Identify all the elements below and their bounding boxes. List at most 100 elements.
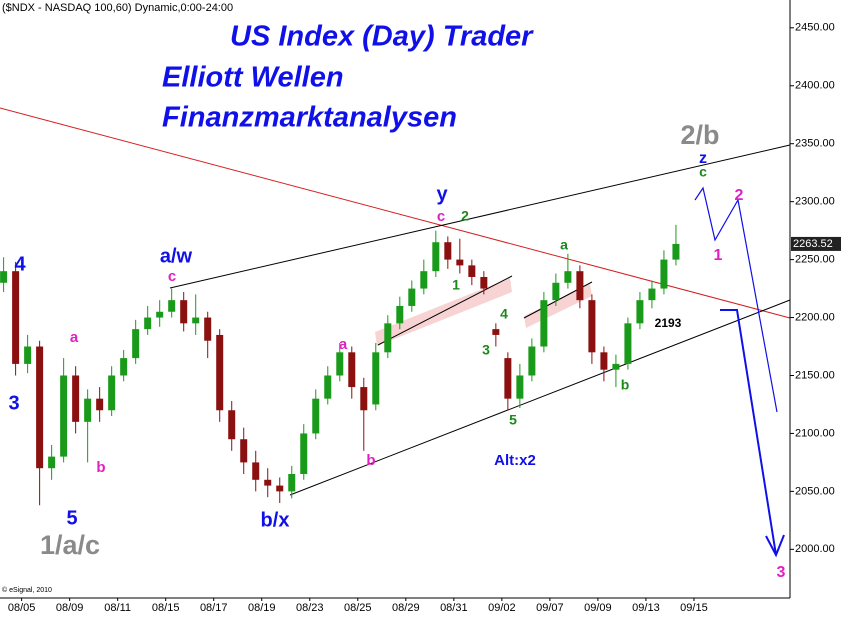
wave-label: 3 — [777, 564, 786, 581]
trend-line — [169, 144, 791, 289]
wave-label: Alt:x2 — [494, 452, 536, 469]
candle-body — [288, 473, 296, 492]
wave-label: c — [168, 268, 176, 285]
wave-label: b — [366, 452, 375, 469]
subtitle: Elliott Wellen — [162, 62, 344, 94]
wave-label: 2/b — [680, 120, 719, 150]
arrow-head — [765, 534, 785, 558]
wave-label: b — [96, 459, 105, 476]
candle-body — [408, 288, 416, 306]
y-tick-label: 2400.00 — [795, 80, 835, 92]
chart-title: US Index (Day) Trader — [230, 21, 534, 53]
y-tick-label: 2050.00 — [795, 485, 835, 497]
candle-body — [528, 346, 536, 376]
wave-label: 2 — [461, 208, 469, 224]
candle-body — [156, 311, 164, 318]
candle-body — [24, 346, 32, 364]
candle-body — [672, 243, 680, 260]
wave-label: 2193 — [655, 316, 682, 330]
last-price-box — [791, 236, 841, 251]
candle-body — [84, 398, 92, 422]
candle-body — [336, 352, 344, 376]
x-tick-label: 08/11 — [104, 602, 131, 614]
candle-body — [480, 276, 488, 289]
x-tick-label: 08/25 — [344, 602, 372, 614]
wave-label: c — [437, 208, 445, 225]
candle-body — [540, 300, 548, 347]
wave-label: a — [560, 237, 568, 253]
projection — [720, 309, 777, 556]
y-tick-label: 2250.00 — [795, 254, 835, 266]
trend-line — [289, 299, 791, 496]
candle-body — [240, 439, 248, 463]
candle-body — [60, 375, 68, 457]
candle-body — [12, 271, 20, 364]
wave-label: 3 — [482, 342, 490, 358]
candle-body — [396, 305, 404, 324]
candle-body — [108, 375, 116, 411]
x-tick-label: 08/05 — [8, 602, 36, 614]
candle-body — [576, 271, 584, 301]
x-tick-label: 09/13 — [632, 602, 660, 614]
candle-body — [600, 352, 608, 370]
candle-body — [120, 358, 128, 376]
candle-body — [300, 433, 308, 474]
candle-body — [96, 398, 104, 411]
x-tick-label: 09/15 — [680, 602, 708, 614]
candle-body — [648, 288, 656, 301]
candle-body — [144, 317, 152, 330]
wave-label: a — [70, 329, 79, 346]
candle-body — [456, 259, 464, 266]
y-tick-label: 2300.00 — [795, 196, 835, 208]
candle-body — [192, 317, 200, 324]
candle-body — [384, 323, 392, 353]
x-tick-label: 08/15 — [152, 602, 180, 614]
candle-body — [564, 271, 572, 283]
wave-label: b — [621, 377, 630, 393]
projection — [694, 186, 778, 413]
candle-body — [432, 242, 440, 272]
y-tick-label: 2150.00 — [795, 369, 835, 381]
candle-body — [276, 485, 284, 492]
wave-label: c — [699, 164, 707, 180]
candle-body — [504, 358, 512, 399]
candle-body — [552, 282, 560, 301]
candle-body — [264, 479, 272, 486]
wave-label: 4 — [14, 253, 26, 275]
x-tick-label: 08/19 — [248, 602, 276, 614]
y-tick-label: 2000.00 — [795, 543, 835, 555]
candle-body — [252, 462, 260, 480]
candle-body — [612, 363, 620, 370]
candle-body — [588, 300, 596, 353]
candle-body — [48, 456, 56, 469]
x-tick-label: 08/29 — [392, 602, 420, 614]
candle-body — [444, 242, 452, 260]
wave-label: 1 — [452, 277, 460, 293]
candle-body — [216, 334, 224, 411]
last-price-label: 2263.52 — [793, 238, 833, 250]
wave-label: 5 — [66, 507, 77, 529]
y-tick-label: 2450.00 — [795, 22, 835, 34]
candle-body — [132, 329, 140, 359]
x-tick-label: 09/07 — [536, 602, 564, 614]
x-tick-label: 09/09 — [584, 602, 612, 614]
trend-line — [0, 107, 791, 319]
y-tick-label: 2350.00 — [795, 138, 835, 150]
wave-label: 1 — [714, 247, 723, 264]
wave-label: a/w — [160, 245, 193, 267]
wave-label: a — [339, 336, 348, 353]
candle-body — [360, 387, 368, 411]
candle-body — [420, 271, 428, 289]
wave-label: 4 — [500, 306, 508, 322]
x-tick-label: 08/17 — [200, 602, 228, 614]
x-tick-label: 08/31 — [440, 602, 468, 614]
wave-label: 3 — [8, 392, 19, 414]
header: ($NDX - NASDAQ 100,60) Dynamic,0:00-24:0… — [2, 2, 233, 14]
y-tick-label: 2200.00 — [795, 311, 835, 323]
x-tick-label: 08/09 — [56, 602, 84, 614]
candle-body — [636, 300, 644, 324]
trend-line — [377, 275, 513, 346]
subtitle: Finanzmarktanalysen — [162, 102, 457, 134]
